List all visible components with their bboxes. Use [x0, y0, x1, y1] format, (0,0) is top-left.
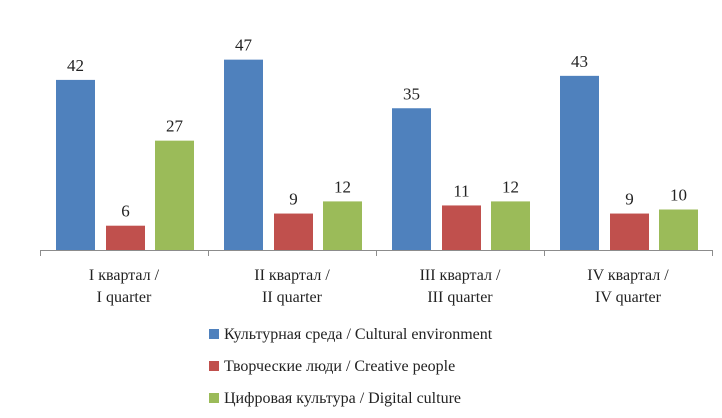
data-label-3-cat-3: 12 — [502, 177, 519, 196]
bar-2-cat-1 — [106, 225, 145, 250]
data-label-3-cat-1: 27 — [166, 117, 184, 136]
data-label-2-cat-3: 11 — [453, 181, 469, 200]
legend-swatch-1 — [209, 329, 219, 339]
data-label-2-cat-4: 9 — [625, 190, 634, 209]
bar-3-cat-3 — [491, 201, 530, 250]
data-label-3-cat-4: 10 — [670, 186, 687, 205]
legend-swatch-2 — [209, 361, 219, 371]
bar-1-cat-2 — [224, 59, 263, 251]
bar-1-cat-1 — [56, 79, 95, 251]
legend-label-1: Культурная среда / Cultural environment — [224, 326, 493, 343]
data-label-1-cat-3: 35 — [403, 84, 420, 103]
bar-1-cat-4 — [560, 75, 599, 250]
bar-2-cat-3 — [442, 205, 481, 250]
bar-2-cat-4 — [610, 213, 649, 250]
legend-label-2: Творческие люди / Creative people — [224, 358, 455, 375]
bar-3-cat-4 — [659, 209, 698, 250]
legend: Культурная среда / Cultural environment Т… — [209, 326, 493, 407]
legend-label-3: Цифровая культура / Digital culture — [224, 390, 461, 407]
data-label-2-cat-1: 6 — [121, 202, 130, 221]
data-label-1-cat-1: 42 — [67, 56, 84, 75]
data-label-2-cat-2: 9 — [289, 190, 298, 209]
bar-1-cat-3 — [392, 108, 431, 250]
bar-3-cat-2 — [323, 201, 362, 250]
legend-swatch-3 — [209, 393, 219, 403]
x-axis-ticks — [40, 250, 713, 256]
x-tick-label-1: I квартал / I quarter — [89, 267, 160, 306]
data-label-1-cat-2: 47 — [235, 36, 253, 55]
x-tick-label-3: III квартал / III quarter — [420, 267, 501, 306]
data-label-1-cat-4: 43 — [571, 52, 588, 71]
x-axis-tick-labels: I квартал / I quarter II квартал / II quart… — [89, 267, 669, 306]
bars-layer — [56, 59, 698, 251]
x-tick-label-2: II квартал / II quarter — [254, 267, 330, 306]
bar-3-cat-1 — [155, 140, 194, 250]
data-label-3-cat-2: 12 — [334, 177, 351, 196]
x-tick-label-4: IV квартал / IV quarter — [587, 267, 669, 306]
value-labels-layer: 42 6 27 47 9 12 35 11 12 43 9 10 — [67, 36, 687, 221]
bar-2-cat-2 — [274, 213, 313, 250]
